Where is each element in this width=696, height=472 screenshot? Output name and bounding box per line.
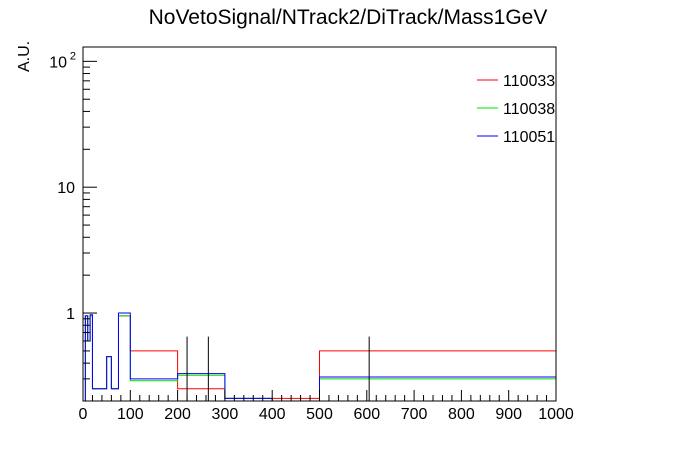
x-tick-label: 900: [495, 406, 522, 423]
error-bar-layer: [186, 336, 370, 401]
legend: 110033 110038 110051: [477, 73, 555, 146]
legend-label: 110038: [503, 101, 555, 118]
x-tick-label: 600: [353, 406, 380, 423]
y-tick-label: 1: [66, 306, 75, 323]
legend-label: 110051: [503, 129, 555, 146]
chart-title: NoVetoSignal/NTrack2/DiTrack/Mass1GeV: [148, 6, 548, 29]
x-tick-label: 200: [164, 406, 191, 423]
x-tick-label: 800: [448, 406, 475, 423]
y-tick-exponent: 2: [70, 50, 76, 62]
x-tick-label: 1000: [538, 406, 574, 423]
y-tick-label: 10: [49, 54, 67, 71]
x-tick-label: 100: [117, 406, 144, 423]
x-tick-label: 400: [259, 406, 286, 423]
y-tick-label: 10: [57, 180, 75, 197]
x-tick-label: 500: [306, 406, 333, 423]
legend-label: 110033: [503, 73, 555, 90]
series-layer: [83, 312, 557, 402]
x-tick-label: 0: [79, 406, 88, 423]
plot-frame: [82, 46, 557, 402]
x-tick-label: 700: [401, 406, 428, 423]
x-tick-label: 300: [212, 406, 239, 423]
